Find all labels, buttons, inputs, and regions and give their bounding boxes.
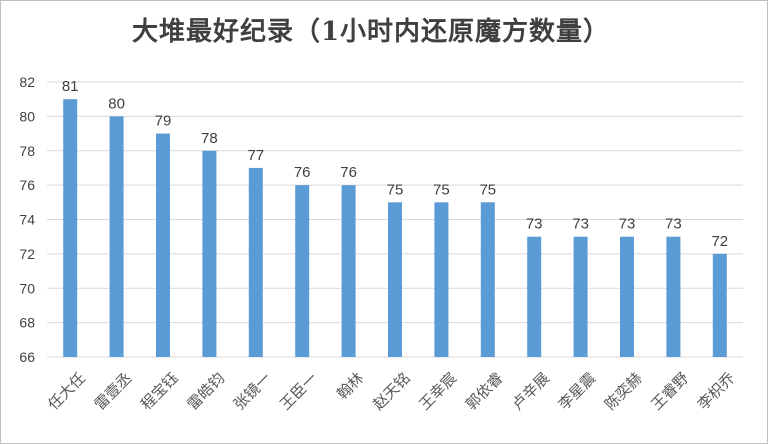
category-label: 郭依睿 [462,369,507,414]
category-label: 程宝钰 [137,369,182,414]
bar [712,253,727,357]
bar [295,185,310,357]
category-label: 李枳乔 [694,369,739,414]
bars [63,99,727,357]
y-tick-label: 70 [19,280,35,296]
y-tick-label: 74 [19,212,35,228]
data-label: 76 [340,164,357,181]
data-label: 72 [711,233,728,250]
chart-title: 大堆最好纪录（1小时内还原魔方数量） [131,17,611,47]
y-tick-label: 82 [19,74,35,90]
data-label: 81 [62,78,79,95]
bar [156,133,170,357]
bar [109,116,124,357]
y-tick-label: 72 [19,246,35,262]
y-axis-ticks: 66 68 70 72 74 76 78 80 82 [19,74,35,365]
category-label: 王睿野 [648,369,693,414]
category-label: 任大任 [44,369,89,414]
category-label: 赵天铭 [369,369,414,414]
category-label: 卢辛展 [508,369,553,414]
bar [527,236,542,357]
data-label: 80 [108,95,125,112]
category-label: 王幸宸 [416,369,461,414]
data-label: 78 [201,130,218,147]
data-label: 73 [526,216,543,233]
category-label: 雷壹丞 [91,369,136,414]
category-label: 陈奕赫 [601,369,646,414]
data-label: 75 [479,181,496,198]
bar [666,236,681,357]
category-label: 翰林 [333,369,367,403]
bar [620,236,634,357]
data-label: 73 [572,216,589,233]
category-label: 张镜一 [230,369,275,414]
data-label: 73 [665,216,682,233]
bar [480,202,495,357]
bar [434,202,449,357]
data-label: 76 [294,164,311,181]
bar [202,150,217,357]
bar [388,202,402,357]
bar [573,236,588,357]
category-label: 王臣一 [276,369,321,414]
data-label: 75 [433,181,450,198]
data-label: 73 [619,216,636,233]
y-tick-label: 66 [19,349,35,365]
category-label: 李星震 [555,369,600,414]
y-tick-label: 68 [19,315,35,331]
data-label: 75 [387,181,404,198]
bar [341,185,356,357]
data-label: 77 [247,147,264,164]
data-label: 79 [155,113,172,130]
bar [63,99,78,357]
y-tick-label: 80 [19,108,35,124]
y-tick-label: 76 [19,177,35,193]
category-label: 雷皓钧 [184,369,229,414]
x-axis-categories: 任大任 雷壹丞 程宝钰 雷皓钧 张镜一 王臣一 翰林 赵天铭 王幸宸 郭依睿 卢辛展 李星震 陈奕赫 王睿… [44,369,738,414]
y-tick-label: 78 [19,143,35,159]
bar [248,167,263,357]
data-labels: 81 80 79 78 77 76 76 75 75 75 73 73 73 73 72 [62,78,728,250]
